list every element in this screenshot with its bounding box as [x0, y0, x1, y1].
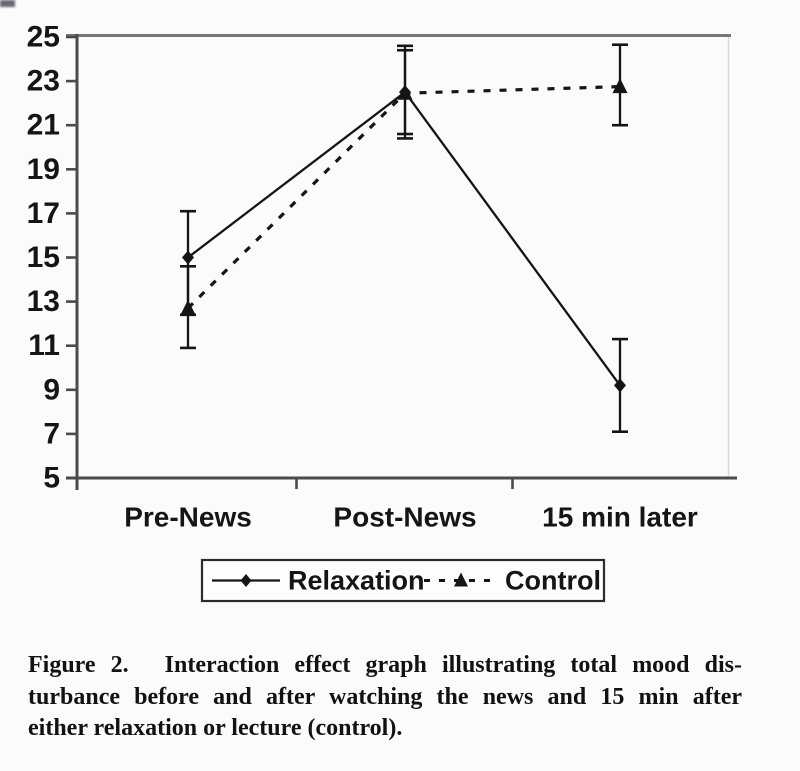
caption-line-1: Figure 2. Interaction effect graph illus… — [28, 652, 742, 678]
triangle-marker — [180, 299, 196, 315]
caption-line-2: turbance before and after watching the n… — [28, 683, 742, 710]
mood-disturbance-chart: 25 23 21 19 17 15 13 11 9 7 5 Pre-News Post-News 15 m… — [27, 21, 737, 603]
y-tick-label: 23 — [27, 65, 60, 98]
legend-label-control: Control — [505, 566, 601, 596]
y-tick-label: 13 — [27, 285, 60, 318]
triangle-marker — [612, 78, 628, 94]
y-tick-label: 7 — [43, 417, 60, 450]
legend-label-relaxation: Relaxation — [288, 566, 425, 596]
y-tick-label: 5 — [43, 462, 60, 495]
x-category-label: Post-News — [333, 502, 476, 533]
figure-caption: Figure 2. Interaction effect graph illus… — [28, 650, 742, 745]
y-tick-label: 17 — [27, 197, 60, 230]
y-tick-label: 21 — [27, 109, 60, 142]
x-category-label: 15 min later — [542, 502, 698, 533]
triangle-marker — [397, 84, 413, 100]
caption-line-3: either relaxation or lecture (control). — [28, 715, 403, 741]
scan-artifact — [0, 0, 15, 7]
diamond-marker — [240, 574, 252, 587]
y-tick-label: 9 — [43, 373, 60, 406]
triangle-marker — [454, 572, 468, 587]
y-tick-label: 25 — [27, 21, 60, 54]
diamond-marker — [614, 378, 626, 393]
y-tick-label: 19 — [27, 153, 60, 186]
diamond-marker — [182, 250, 194, 265]
y-tick-label: 11 — [28, 329, 60, 362]
x-category-label: Pre-News — [124, 502, 252, 533]
y-tick-label: 15 — [27, 241, 60, 274]
